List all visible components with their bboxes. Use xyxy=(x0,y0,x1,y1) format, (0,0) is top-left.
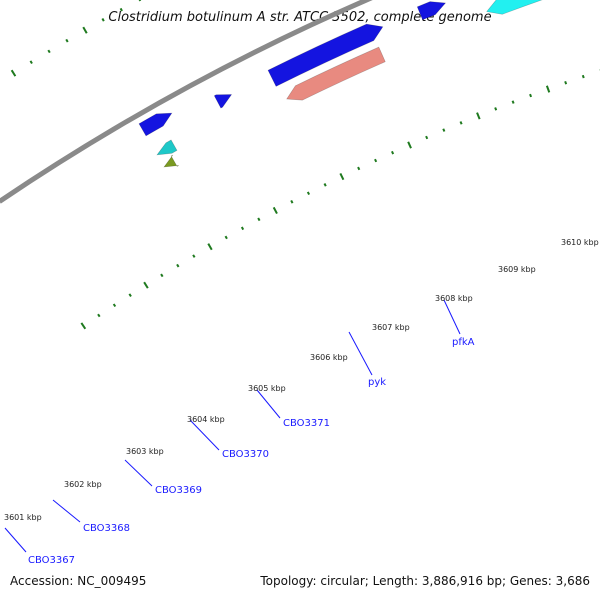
minor-tick xyxy=(240,226,245,231)
forward-cds xyxy=(138,112,173,137)
gene-label-cbo3371[interactable]: CBO3371 xyxy=(283,418,330,429)
kbp-label: 3608 kbp xyxy=(435,294,473,303)
forward-cds xyxy=(267,23,384,87)
minor-tick xyxy=(119,7,123,12)
leader-line xyxy=(4,527,27,553)
minor-tick xyxy=(47,49,51,54)
minor-tick xyxy=(138,0,142,2)
kbp-label: 3603 kbp xyxy=(126,447,164,456)
kbp-label: 3601 kbp xyxy=(4,513,42,522)
minor-tick xyxy=(306,191,311,196)
reverse-feature xyxy=(286,46,386,101)
minor-tick xyxy=(29,60,33,64)
minor-tick xyxy=(391,150,395,155)
gene-label-pfka[interactable]: pfkA xyxy=(452,337,475,348)
major-tick xyxy=(143,281,149,289)
minor-tick xyxy=(581,74,585,79)
minor-tick xyxy=(323,183,327,187)
major-tick xyxy=(545,85,551,93)
minor-tick xyxy=(564,80,568,85)
inner-tick-ring xyxy=(80,69,600,330)
major-tick xyxy=(407,141,412,149)
major-tick xyxy=(10,69,17,77)
kbp-label: 3606 kbp xyxy=(310,353,348,362)
outer-tick-ring xyxy=(10,0,142,77)
leader-line xyxy=(443,299,461,335)
reverse-feature xyxy=(486,0,543,15)
reverse-feature xyxy=(163,154,179,168)
gene-label-pyk[interactable]: pyk xyxy=(368,377,386,388)
major-tick xyxy=(476,112,481,120)
minor-tick xyxy=(529,93,533,98)
forward-cds xyxy=(213,94,233,109)
leader-line xyxy=(124,459,153,487)
minor-tick xyxy=(257,217,261,222)
kbp-label: 3605 kbp xyxy=(248,384,286,393)
gene-labels: CBO3367 CBO3368 CBO3369 CBO3370 CBO3371 … xyxy=(28,337,475,566)
minor-tick xyxy=(192,254,196,258)
kbp-label: 3602 kbp xyxy=(64,480,102,489)
leader-line xyxy=(256,389,281,419)
minor-tick xyxy=(128,293,132,297)
major-tick xyxy=(339,172,345,181)
genome-backbone xyxy=(0,0,373,204)
gene-label-cbo3368[interactable]: CBO3368 xyxy=(83,523,130,534)
leader-line xyxy=(52,499,81,523)
kbp-scale-labels: 3601 kbp 3602 kbp 3603 kbp 3604 kbp 3605… xyxy=(4,238,599,522)
kbp-label: 3607 kbp xyxy=(372,323,410,332)
accession-text: Accession: NC_009495 xyxy=(10,574,147,588)
minor-tick xyxy=(224,235,228,240)
minor-tick xyxy=(442,128,446,132)
topology-text: Topology: circular; Length: 3,886,916 bp… xyxy=(260,574,590,588)
minor-tick xyxy=(97,313,101,318)
major-tick xyxy=(80,322,87,330)
label-leader-lines xyxy=(4,299,461,553)
leader-line xyxy=(348,331,373,376)
minor-tick xyxy=(112,303,117,308)
minor-tick xyxy=(101,18,105,22)
minor-tick xyxy=(65,38,69,43)
kbp-label: 3609 kbp xyxy=(498,265,536,274)
minor-tick xyxy=(290,200,294,204)
forward-cds xyxy=(416,1,447,21)
minor-tick xyxy=(459,121,463,125)
minor-tick xyxy=(176,263,180,268)
reverse-feature xyxy=(156,139,178,156)
minor-tick xyxy=(425,135,429,140)
gene-label-cbo3370[interactable]: CBO3370 xyxy=(222,449,269,460)
minor-tick xyxy=(160,273,164,278)
gene-label-cbo3369[interactable]: CBO3369 xyxy=(155,485,202,496)
major-tick xyxy=(207,243,213,251)
minor-tick xyxy=(494,107,498,111)
minor-tick xyxy=(374,158,378,163)
feature-track xyxy=(138,0,543,168)
minor-tick xyxy=(357,166,361,171)
major-tick xyxy=(82,26,88,34)
minor-tick xyxy=(511,100,515,104)
leader-line xyxy=(189,419,220,451)
kbp-label: 3604 kbp xyxy=(187,415,225,424)
major-tick xyxy=(272,206,278,215)
kbp-label: 3610 kbp xyxy=(561,238,599,247)
gene-label-cbo3367[interactable]: CBO3367 xyxy=(28,555,75,566)
map-title: Clostridium botulinum A str. ATCC 3502, … xyxy=(108,10,492,25)
